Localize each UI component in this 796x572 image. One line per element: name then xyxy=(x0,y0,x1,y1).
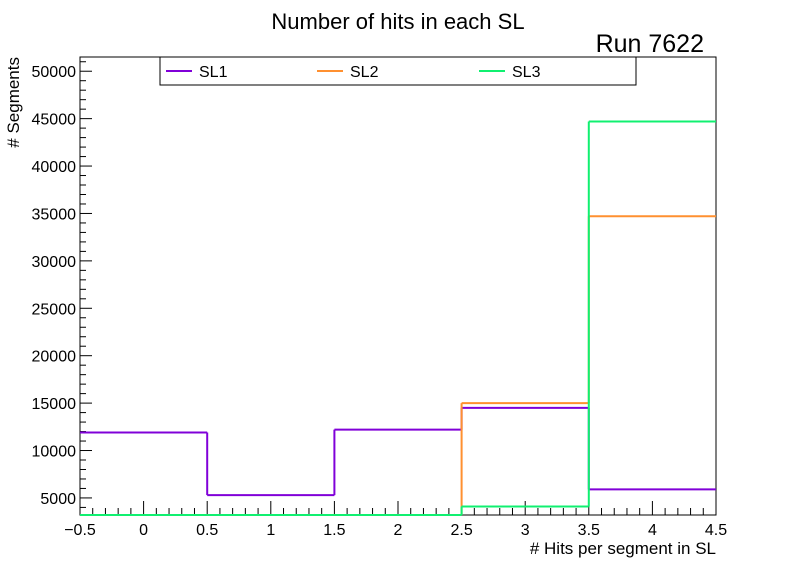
series-sl1 xyxy=(80,406,716,497)
y-tick-label-7: 40000 xyxy=(32,159,77,176)
x-tick-label-8: 3.5 xyxy=(578,522,600,539)
x-tick-label-1: 0 xyxy=(139,522,148,539)
y-tick-label-4: 25000 xyxy=(32,301,77,318)
y-axis: 5000 10000 15000 20000 25000 30000 35000 40000 4… xyxy=(32,64,92,508)
x-tick-label-5: 2 xyxy=(394,522,403,539)
legend-box xyxy=(159,56,637,86)
chart-title: Number of hits in each SL xyxy=(271,9,524,34)
y-tick-label-1: 10000 xyxy=(32,444,77,461)
series-sl3 xyxy=(80,120,716,516)
minor-ticks xyxy=(80,61,704,515)
y-tick-label-5: 30000 xyxy=(32,254,77,271)
y-tick-label-9: 50000 xyxy=(32,64,77,81)
y-tick-label-0: 5000 xyxy=(40,491,76,508)
series-layer xyxy=(80,120,716,516)
x-tick-label-4: 1.5 xyxy=(323,522,345,539)
y-tick-label-6: 35000 xyxy=(32,206,77,223)
x-tick-label-6: 2.5 xyxy=(450,522,472,539)
x-tick-label-0: −0.5 xyxy=(64,522,96,539)
x-tick-label-10: 4.5 xyxy=(705,522,727,539)
x-tick-label-2: 0.5 xyxy=(196,522,218,539)
y-tick-label-2: 15000 xyxy=(32,396,77,413)
run-label: Run 7622 xyxy=(596,30,704,58)
x-tick-label-3: 1 xyxy=(266,522,275,539)
x-tick-label-7: 3 xyxy=(521,522,530,539)
legend-label-sl3: SL3 xyxy=(512,64,541,81)
x-axis-label: # Hits per segment in SL xyxy=(530,539,716,558)
legend-label-sl2: SL2 xyxy=(350,64,379,81)
legend: SL1 SL2 SL3 xyxy=(159,56,637,86)
x-tick-label-9: 4 xyxy=(648,522,657,539)
y-axis-label: # Segments xyxy=(4,57,23,148)
legend-label-sl1: SL1 xyxy=(199,64,228,81)
y-tick-label-3: 20000 xyxy=(32,349,77,366)
y-tick-label-8: 45000 xyxy=(32,112,77,129)
x-axis: −0.5 0 0.5 1 1.5 2 2.5 3 3.5 4 4.5 xyxy=(64,501,727,539)
plot-frame xyxy=(79,56,717,516)
series-sl2 xyxy=(80,215,716,516)
